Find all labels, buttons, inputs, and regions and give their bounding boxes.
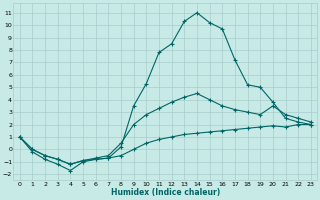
X-axis label: Humidex (Indice chaleur): Humidex (Indice chaleur) (111, 188, 220, 197)
